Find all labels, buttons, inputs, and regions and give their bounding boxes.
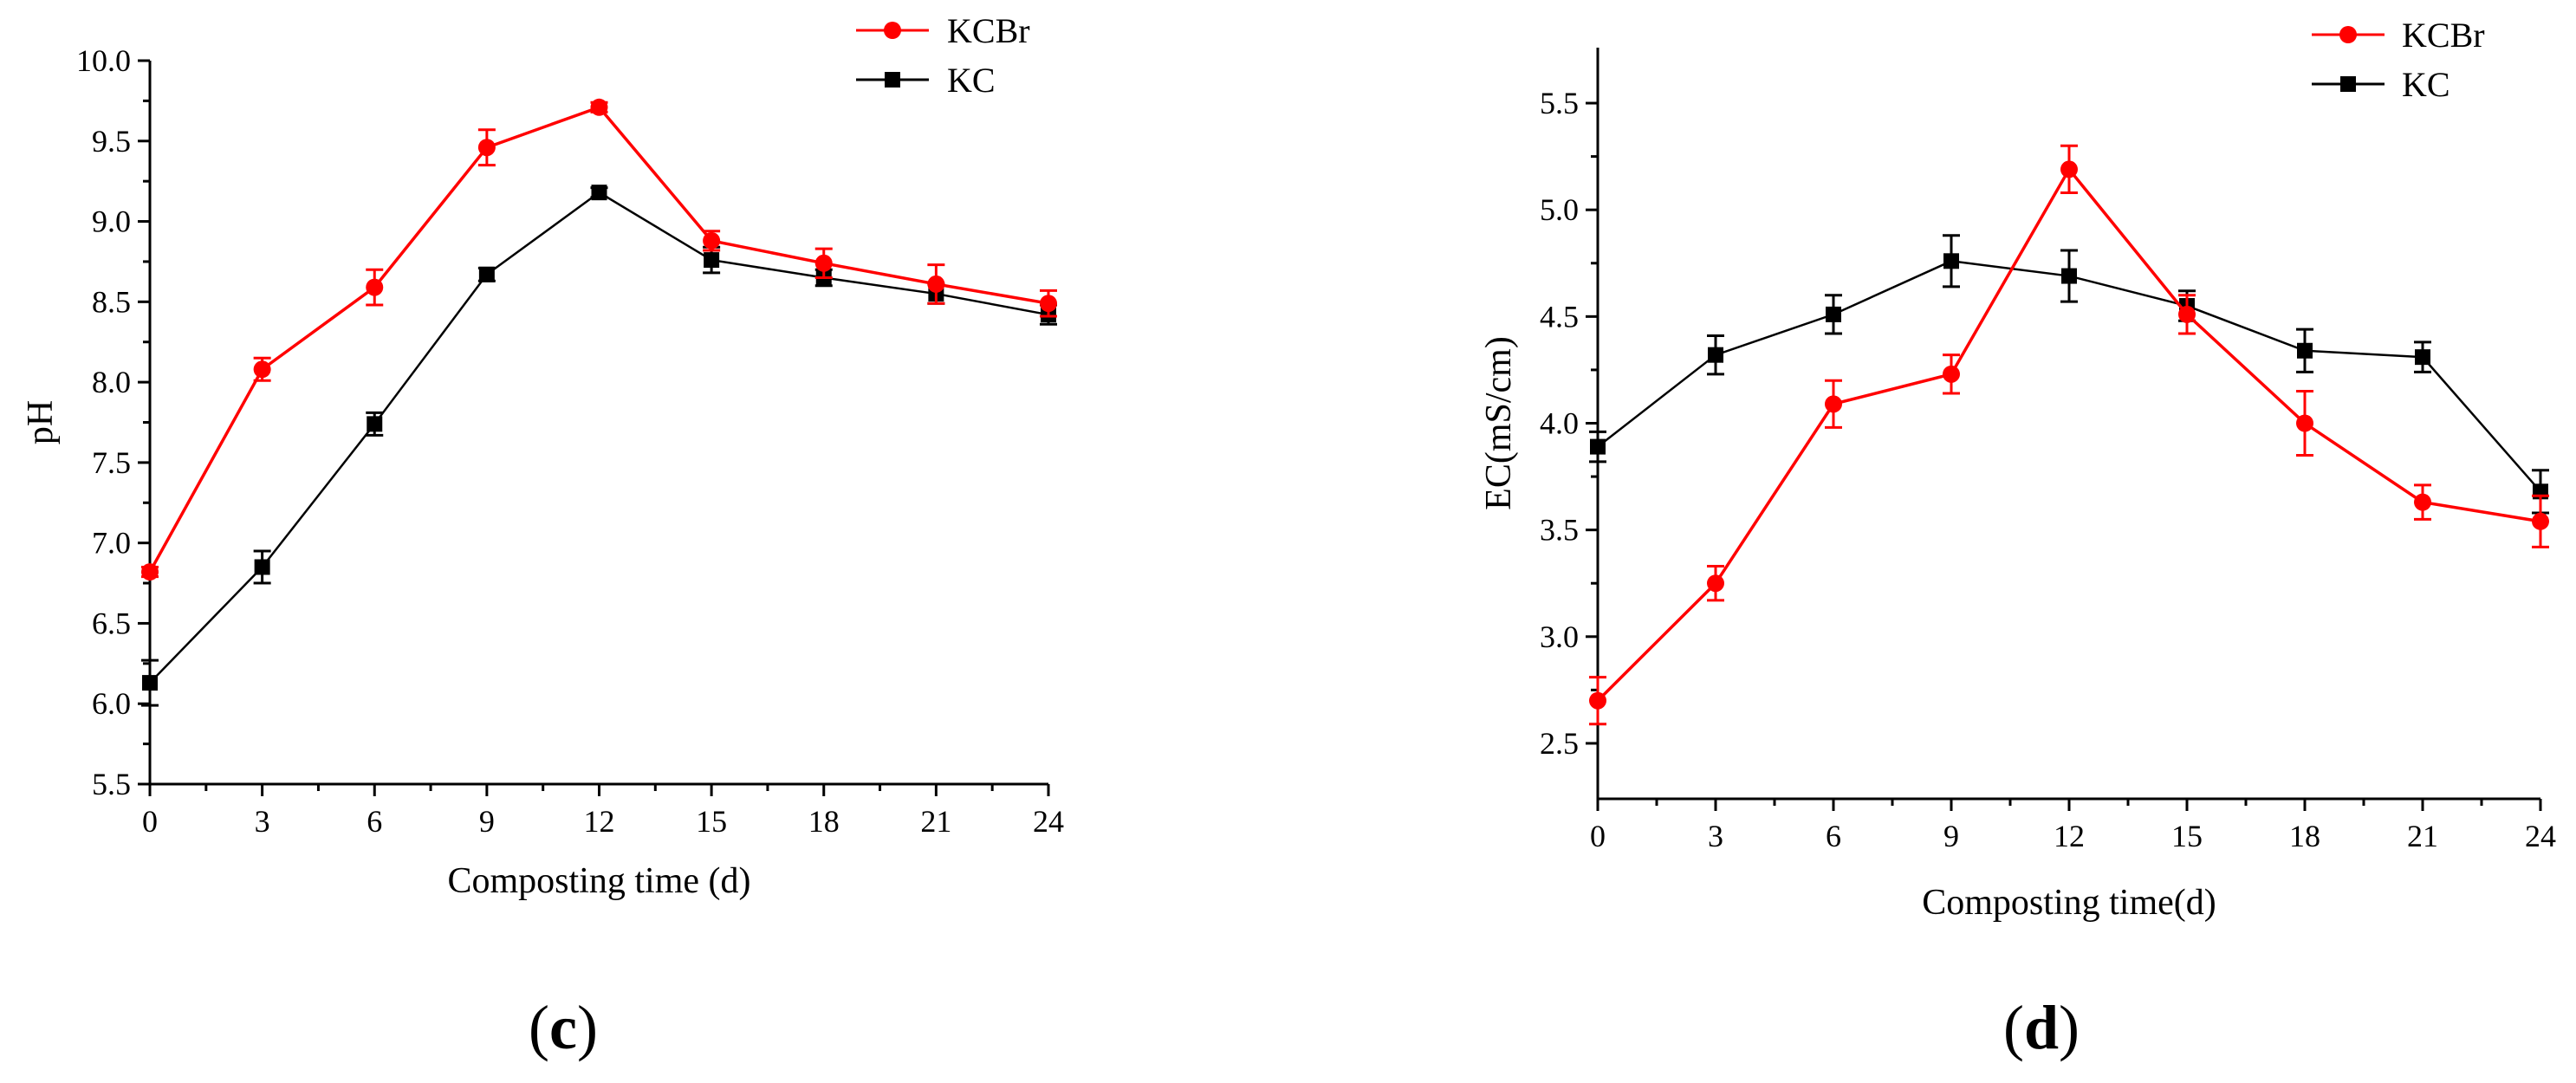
- panel-label-close-paren: ): [2059, 993, 2080, 1062]
- x-tick-label: 3: [1708, 819, 1723, 853]
- data-point-kcbr: [927, 275, 945, 293]
- y-tick-label: 2.5: [1540, 726, 1579, 761]
- y-axis-title: EC(mS/cm): [1479, 336, 1519, 510]
- data-point-kc: [2061, 268, 2077, 284]
- series-line-kcbr: [1596, 166, 2541, 702]
- x-tick-label: 0: [1590, 819, 1606, 853]
- y-tick-label: 7.0: [92, 526, 131, 561]
- x-tick-label: 18: [2289, 819, 2320, 853]
- y-tick-label: 6.5: [92, 606, 131, 640]
- legend-marker-kc: [2340, 76, 2356, 92]
- x-tick-label: 24: [2525, 819, 2556, 853]
- y-tick-label: 10.0: [76, 43, 131, 78]
- legend: KCBr KC: [856, 11, 1030, 100]
- x-tick-label: 21: [2407, 819, 2438, 853]
- x-tick-label: 18: [808, 804, 840, 839]
- x-tick-label: 12: [2054, 819, 2085, 853]
- chart-panel-c: 0 3 6 9 12 15 18 21 24 5.5 6.0 6.5 7.0 7.5 8.0 8.5 9.0 9.…: [21, 11, 1064, 1062]
- x-tick-label: 9: [479, 804, 495, 839]
- legend-marker-kcbr: [2339, 26, 2357, 43]
- panel-label-letter: d: [2024, 993, 2059, 1062]
- series-kc: [1589, 234, 2549, 515]
- x-tick-label: 24: [1033, 804, 1064, 839]
- data-point-kcbr: [2414, 493, 2431, 511]
- x-axis-title: Composting time(d): [1922, 883, 2216, 923]
- data-point-kc: [2415, 349, 2430, 366]
- data-point-kc: [704, 252, 720, 269]
- data-point-kcbr: [2178, 305, 2196, 323]
- data-point-kc: [2297, 342, 2313, 359]
- y-tick-label: 8.5: [92, 284, 131, 319]
- x-tick-label: 12: [584, 804, 615, 839]
- panel-label-close-paren: ): [577, 993, 598, 1062]
- panel-label-letter: c: [549, 993, 577, 1062]
- data-point-kcbr: [366, 278, 384, 296]
- data-point-kc: [1943, 253, 1959, 269]
- x-tick-label: 6: [1826, 819, 1841, 853]
- data-point-kcbr: [141, 563, 159, 581]
- data-point-kc: [478, 266, 495, 282]
- panel-label: (c): [529, 993, 598, 1062]
- data-point-kcbr: [703, 231, 721, 250]
- x-tick-label: 15: [696, 804, 727, 839]
- data-point-kcbr: [2060, 160, 2078, 178]
- series-kcbr: [141, 98, 1057, 581]
- legend-marker-kc: [885, 72, 900, 88]
- x-tick-label: 15: [2171, 819, 2203, 853]
- legend: KCBr KC: [2312, 16, 2485, 104]
- y-tick-label: 9.0: [92, 204, 131, 239]
- data-point-kcbr: [590, 98, 608, 116]
- x-tick-label: 21: [920, 804, 951, 839]
- data-point-kc: [1826, 306, 1841, 322]
- series-line-kc: [149, 191, 1049, 684]
- panel-label-open-paren: (: [529, 993, 549, 1062]
- y-tick-label: 4.5: [1540, 299, 1579, 334]
- x-axis-title: Composting time (d): [448, 861, 751, 901]
- data-point-kcbr: [253, 360, 271, 379]
- legend-label-kcbr: KCBr: [947, 11, 1030, 50]
- y-tick-label: 5.5: [1540, 86, 1579, 120]
- data-point-kcbr: [1589, 691, 1606, 710]
- panel-label-open-paren: (: [2003, 993, 2024, 1062]
- data-point-kcbr: [1825, 395, 1842, 413]
- x-tick-label: 9: [1943, 819, 1959, 853]
- y-tick-label: 6.0: [92, 686, 131, 721]
- data-point-kc: [367, 416, 383, 432]
- x-tick-label: 6: [367, 804, 382, 839]
- x-tick-label: 0: [142, 804, 158, 839]
- y-tick-label: 3.5: [1540, 513, 1579, 548]
- y-tick-label: 3.0: [1540, 619, 1579, 654]
- data-point-kcbr: [477, 139, 496, 157]
- y-axis-title: pH: [21, 400, 61, 444]
- legend-marker-kcbr: [884, 22, 901, 39]
- legend-label-kcbr: KCBr: [2402, 16, 2485, 55]
- data-point-kcbr: [814, 254, 833, 272]
- y-tick-label: 8.0: [92, 365, 131, 399]
- y-tick-label: 7.5: [92, 445, 131, 480]
- data-point-kcbr: [1707, 574, 1724, 593]
- data-point-kcbr: [2532, 512, 2549, 530]
- legend-label-kc: KC: [2402, 65, 2450, 104]
- y-tick-label: 5.5: [92, 767, 131, 801]
- data-point-kc: [254, 559, 270, 575]
- series-kc: [141, 185, 1057, 707]
- chart-panel-d: 0 3 6 9 12 15 18 21 24 2.5 3.0 3.5 4.0 4.5 5.0 5.5 Compo…: [1479, 16, 2556, 1062]
- data-point-kc: [1590, 438, 1606, 455]
- series-kcbr: [1589, 144, 2549, 726]
- y-tick-label: 4.0: [1540, 406, 1579, 441]
- data-point-kc: [142, 675, 158, 691]
- x-tick-label: 3: [255, 804, 270, 839]
- data-point-kcbr: [2296, 414, 2313, 432]
- data-point-kc: [1708, 347, 1723, 363]
- series-line-kcbr: [148, 105, 1049, 573]
- data-point-kcbr: [1040, 295, 1057, 313]
- panel-label: (d): [2003, 993, 2080, 1062]
- y-tick-label: 5.0: [1540, 192, 1579, 227]
- data-point-kc: [591, 185, 607, 201]
- legend-label-kc: KC: [947, 61, 996, 100]
- data-point-kcbr: [1943, 365, 1960, 383]
- y-tick-label: 9.5: [92, 124, 131, 159]
